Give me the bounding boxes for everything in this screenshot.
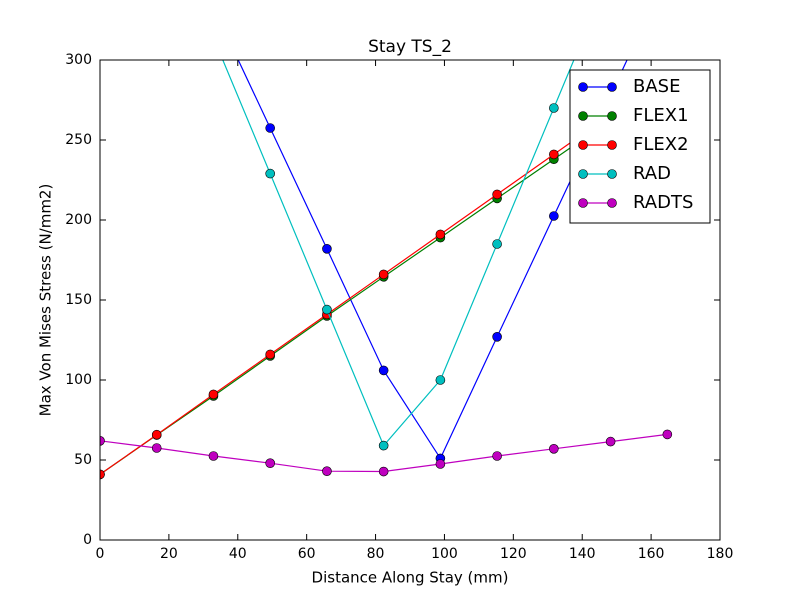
data-point xyxy=(549,211,559,221)
legend-label: FLEX2 xyxy=(633,134,689,155)
legend-label: RAD xyxy=(633,163,671,184)
data-point xyxy=(549,149,559,160)
legend-marker xyxy=(607,82,617,92)
chart-title: Stay TS_2 xyxy=(368,37,452,57)
data-point xyxy=(100,436,105,446)
data-point xyxy=(378,269,389,280)
x-tick-label: 60 xyxy=(298,546,316,562)
data-point xyxy=(492,331,502,342)
legend-marker xyxy=(578,140,588,150)
data-point xyxy=(322,244,332,254)
data-point xyxy=(322,466,332,477)
y-tick-label: 0 xyxy=(83,532,92,548)
x-tick-label: 80 xyxy=(367,546,385,562)
data-point xyxy=(435,375,446,385)
data-point xyxy=(265,458,275,469)
y-axis-label: Max Von Mises Stress (N/mm2) xyxy=(37,184,55,417)
data-point xyxy=(265,168,275,179)
x-axis-label: Distance Along Stay (mm) xyxy=(312,569,509,587)
legend-marker xyxy=(578,198,588,208)
legend-marker xyxy=(607,140,617,150)
data-point xyxy=(662,429,673,440)
data-point xyxy=(492,239,502,249)
data-point xyxy=(549,443,559,454)
data-point xyxy=(435,229,446,240)
data-point xyxy=(378,365,389,376)
data-point xyxy=(492,451,502,461)
legend-marker xyxy=(607,169,617,179)
x-tick-label: 120 xyxy=(500,546,527,562)
y-tick-label: 100 xyxy=(65,372,92,388)
y-tick-label: 50 xyxy=(74,452,92,468)
y-tick-label: 300 xyxy=(65,52,92,68)
data-point xyxy=(265,123,275,133)
legend-marker xyxy=(607,198,617,208)
x-tick-label: 100 xyxy=(431,546,458,562)
data-point xyxy=(378,466,389,477)
legend-marker xyxy=(578,169,588,179)
x-tick-label: 140 xyxy=(569,546,596,562)
data-point xyxy=(435,459,446,469)
data-point xyxy=(151,429,162,440)
data-point xyxy=(208,389,219,400)
data-point xyxy=(378,440,389,451)
legend-marker xyxy=(578,82,588,92)
legend-marker xyxy=(607,111,617,121)
data-point xyxy=(492,189,502,200)
legend-label: BASE xyxy=(633,76,680,97)
data-point xyxy=(208,451,219,461)
data-point xyxy=(322,304,332,315)
data-point xyxy=(265,349,275,360)
x-tick-label: 160 xyxy=(638,546,665,562)
y-tick-label: 200 xyxy=(65,212,92,228)
x-tick-label: 40 xyxy=(229,546,247,562)
x-tick-label: 20 xyxy=(160,546,178,562)
data-point xyxy=(549,103,559,113)
y-tick-label: 150 xyxy=(65,292,92,308)
plot-frame xyxy=(99,59,721,541)
legend-label: FLEX1 xyxy=(633,105,689,126)
legend: BASE FLEX1 FLEX2 RAD RADTS xyxy=(569,69,711,224)
y-tick-label: 250 xyxy=(65,132,92,148)
legend-box xyxy=(569,69,711,224)
data-point xyxy=(605,436,616,447)
x-tick-label: 0 xyxy=(96,546,105,562)
x-tick-label: 180 xyxy=(707,546,734,562)
data-point xyxy=(100,469,105,480)
legend-marker xyxy=(578,111,588,121)
legend-label: RADTS xyxy=(633,192,693,213)
data-point xyxy=(151,443,162,453)
